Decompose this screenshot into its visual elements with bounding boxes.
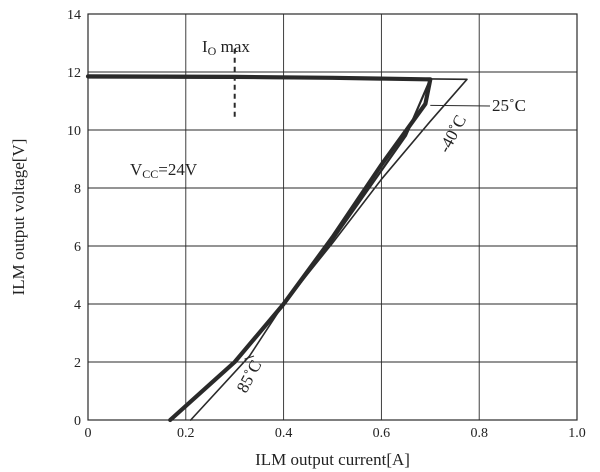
y-tick-label-1: 2 [74,356,81,371]
y-tick-label-7: 14 [67,8,81,23]
x-axis-label: ILM output current[A] [255,450,410,469]
series-line-2 [87,77,468,421]
curve-label-85c: 85˚C [233,357,266,396]
y-tick-label-4: 8 [74,182,81,197]
y-tick-label-3: 6 [74,240,81,255]
x-tick-label-4: 0.8 [470,426,488,441]
y-tick-label-0: 0 [74,414,81,429]
label-leader-25c [430,104,491,107]
io-max-label: IO max [202,37,250,58]
plot-frame [87,13,578,421]
curve-label-minus40c: -40˚C [435,112,470,156]
y-tick-label-5: 10 [67,124,81,139]
label-leader-85c [244,355,255,360]
x-tick-label-0: 0 [85,426,92,441]
x-tick-label-2: 0.4 [275,426,293,441]
curve-label-25c: 25˚C [492,96,526,115]
y-tick-label-6: 12 [67,66,81,81]
x-tick-label-3: 0.6 [373,426,391,441]
y-axis-label: ILM output voltage[V] [9,139,28,296]
y-tick-label-2: 4 [74,298,81,313]
vcc-label: VCC=24V [130,160,198,181]
x-tick-label-1: 0.2 [177,426,195,441]
x-tick-label-5: 1.0 [568,426,586,441]
